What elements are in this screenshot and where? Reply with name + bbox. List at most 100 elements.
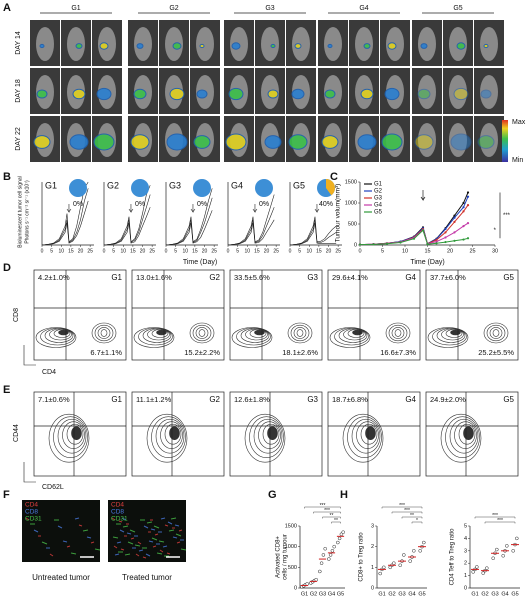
stain-signal [159,549,164,553]
stain-label: CD4 [111,502,124,509]
tumor-signal [477,135,495,149]
contour [290,324,310,342]
series-point [453,214,456,217]
contour [236,327,271,346]
tumor-signal [294,43,302,49]
stain-label: CD31 [25,516,42,523]
x-tick-label: 20 [140,248,146,254]
tumor-signal [327,43,333,49]
contour [254,329,265,336]
signal-curve [41,181,89,246]
row-label: DAY 18 [15,79,22,103]
data-point [412,549,416,553]
quadrant-value: 15.2±2.2% [184,348,220,357]
stain-label: CD31 [111,516,128,523]
x-tick-label: 10 [306,248,312,254]
series-point [444,236,447,239]
contour [449,418,479,454]
stain-signal [170,517,177,520]
x-tick-label: G4 [408,591,415,597]
data-point [392,561,396,565]
panel-label: F [3,489,10,501]
contour [97,327,111,339]
x-tick-label: 5 [50,248,53,254]
tumor-signal [264,135,282,149]
y-tick-label: 1 [464,573,467,579]
series-point [372,243,375,246]
quadrant-value: 16.6±7.3% [380,348,416,357]
contour [365,426,376,441]
stain-signal [94,548,101,551]
mouse-body [480,27,498,61]
stain-signal [138,549,144,552]
x-axis-label: CD4 [42,369,56,376]
mouse-body [261,27,279,61]
legend-label: G3 [374,196,383,202]
data-point [481,571,485,575]
contour [62,421,85,450]
mouse-body [418,27,436,61]
group-label: G3 [169,180,181,190]
y-axis-label: CD8+ to Treg ratio [359,532,365,582]
x-tick-label: 20 [202,248,208,254]
y-axis-label: Bioluminescent tumor cell signal [17,176,23,247]
data-point [408,559,412,563]
x-axis-label: Time (Day) [183,259,217,266]
contour [133,327,175,348]
contour [454,421,477,450]
contour [192,324,212,342]
contour [293,327,307,339]
tumor-signal [69,134,89,150]
contour [44,328,74,343]
legend-label: G1 [374,182,383,188]
flow-plot [131,269,225,361]
x-tick-label: 0 [41,248,44,254]
tumor-signal [267,89,279,99]
mouse-body [36,27,54,61]
arrow [128,204,134,213]
stain-signal [174,524,180,527]
stain-signal [120,548,125,551]
contour [450,329,461,336]
series-point [421,229,425,232]
response-label: 40% [319,201,333,208]
y-tick-label: 3 [371,523,374,529]
tumor-signal [231,42,241,50]
series-point [453,216,456,219]
contour [189,322,215,344]
x-tick-label: G1 [378,591,385,597]
contour [391,327,405,339]
x-tick-label: 0 [289,248,292,254]
significance-label: *** [497,518,503,524]
contour [352,329,363,336]
arrow [190,204,196,213]
flow-plot [425,269,519,361]
tumor-signal [324,89,336,99]
signal-curve [41,200,89,246]
signal-curve [103,207,151,246]
contour [240,328,270,343]
significance-bracket [331,521,341,524]
x-tick-label: G1 [301,591,308,597]
stain-signal [119,529,125,533]
contour [445,416,480,459]
pie-base [255,179,273,197]
tumor-signal [384,87,400,101]
contour [71,426,82,441]
contour [441,328,464,341]
series-point [466,195,470,198]
x-tick-label: 15 [316,248,322,254]
x-tick-label: 25 [211,248,217,254]
stain-signal [135,553,140,557]
x-tick-label: 0 [358,248,361,254]
stain-signal [33,529,39,533]
stain-signal [156,552,163,555]
group-label: G5 [453,5,462,12]
data-point [402,553,406,557]
contour [427,327,469,348]
series-point [453,231,456,234]
x-tick-label: 25 [469,248,475,254]
tumor-signal [450,133,472,151]
data-point [332,544,336,549]
series-point [453,220,456,223]
